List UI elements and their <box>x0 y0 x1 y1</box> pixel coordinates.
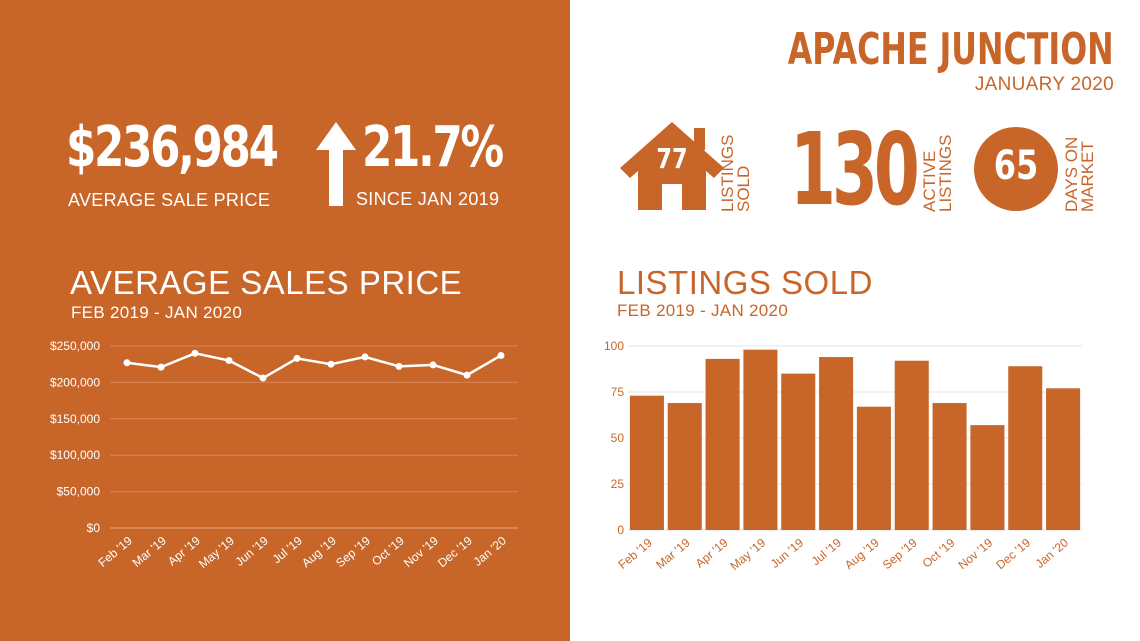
y-tick-label: $100,000 <box>50 448 100 462</box>
bar <box>970 425 1005 530</box>
data-point <box>123 359 131 367</box>
active-listings-label: ACTIVE LISTINGS <box>920 134 955 212</box>
x-tick-label: Aug '19 <box>842 535 882 572</box>
city-title: APACHE JUNCTION <box>788 24 1114 75</box>
data-point <box>259 374 267 382</box>
x-tick-label: Dec '19 <box>435 533 475 570</box>
x-tick-label: Feb '19 <box>615 535 655 571</box>
x-tick-label: Sep '19 <box>880 535 920 572</box>
x-tick-label: Jul '19 <box>809 535 845 568</box>
bar <box>1008 366 1043 530</box>
series-line <box>126 351 502 380</box>
bar <box>819 357 854 530</box>
y-tick-label: 75 <box>611 385 625 399</box>
x-tick-label: Oct '19 <box>920 535 958 570</box>
listings-sold-label: LISTINGS SOLD <box>718 134 753 212</box>
y-tick-label: 50 <box>611 431 625 445</box>
data-point <box>463 371 471 379</box>
x-tick-label: Nov '19 <box>955 535 995 572</box>
days-on-market-value: 65 <box>993 143 1039 189</box>
average-sale-price-label: AVERAGE SALE PRICE <box>68 190 271 210</box>
data-point <box>497 351 505 359</box>
sold-chart-title: LISTINGS SOLD <box>617 264 873 301</box>
bar <box>743 349 778 530</box>
bar <box>781 373 816 530</box>
house-icon <box>620 122 724 210</box>
x-tick-label: Dec '19 <box>993 535 1033 572</box>
x-tick-label: Jan '20 <box>471 533 510 569</box>
report-date: JANUARY 2020 <box>974 74 1114 95</box>
y-tick-label: $150,000 <box>50 412 100 426</box>
x-tick-label: Apr '19 <box>693 535 731 570</box>
bar <box>705 358 740 530</box>
data-point <box>293 354 301 362</box>
x-tick-label: Mar '19 <box>653 535 693 571</box>
average-sale-price-value: $236,984 <box>66 115 279 180</box>
x-tick-label: Nov '19 <box>401 533 441 570</box>
y-tick-label: 25 <box>611 477 625 491</box>
data-point <box>157 363 165 371</box>
sold-chart-subtitle: FEB 2019 - JAN 2020 <box>617 301 789 320</box>
price-chart-subtitle: FEB 2019 - JAN 2020 <box>71 303 243 322</box>
active-listings-value: 130 <box>790 111 920 228</box>
bar <box>932 403 967 530</box>
data-point <box>395 362 403 370</box>
left-panel: $236,984 AVERAGE SALE PRICE 21.7% SINCE … <box>0 0 570 641</box>
data-point <box>225 357 233 365</box>
bar <box>894 360 929 530</box>
bar <box>856 406 891 530</box>
y-tick-label: 100 <box>604 339 624 353</box>
x-tick-label: Mar '19 <box>130 533 170 569</box>
price-change-value: 21.7% <box>362 115 504 180</box>
data-point <box>429 361 437 369</box>
y-tick-label: $50,000 <box>57 485 101 499</box>
right-panel: APACHE JUNCTION JANUARY 2020 77 LISTINGS… <box>570 0 1140 641</box>
x-tick-label: Sep '19 <box>333 533 373 570</box>
bar <box>667 403 702 530</box>
x-tick-label: Feb '19 <box>96 533 136 569</box>
y-tick-label: $200,000 <box>50 375 100 389</box>
data-point <box>327 360 335 368</box>
y-tick-label: 0 <box>617 523 624 537</box>
data-point <box>361 353 369 361</box>
x-tick-label: Jun '19 <box>768 535 807 571</box>
listings-sold-value: 77 <box>656 142 688 175</box>
days-on-market-label: DAYS ON MARKET <box>1062 136 1097 212</box>
x-tick-label: Jun '19 <box>233 533 272 569</box>
circle-badge-icon <box>974 127 1058 211</box>
average-sales-price-chart: $0 $50,000 $100,000 $150,000 $200,000 $250,00… <box>50 339 518 571</box>
x-tick-label: May '19 <box>196 533 237 571</box>
y-tick-label: $250,000 <box>50 339 100 353</box>
y-tick-label: $0 <box>87 521 101 535</box>
x-tick-label: Oct '19 <box>369 533 407 568</box>
x-tick-label: Jan '20 <box>1033 535 1072 571</box>
x-tick-label: Aug '19 <box>299 533 339 570</box>
bar <box>629 395 664 530</box>
price-chart-title: AVERAGE SALES PRICE <box>70 264 463 301</box>
data-point <box>191 349 199 357</box>
bar <box>1046 388 1081 530</box>
price-change-label: SINCE JAN 2019 <box>356 189 500 209</box>
up-arrow-icon <box>316 122 356 206</box>
x-tick-label: May '19 <box>727 535 768 573</box>
